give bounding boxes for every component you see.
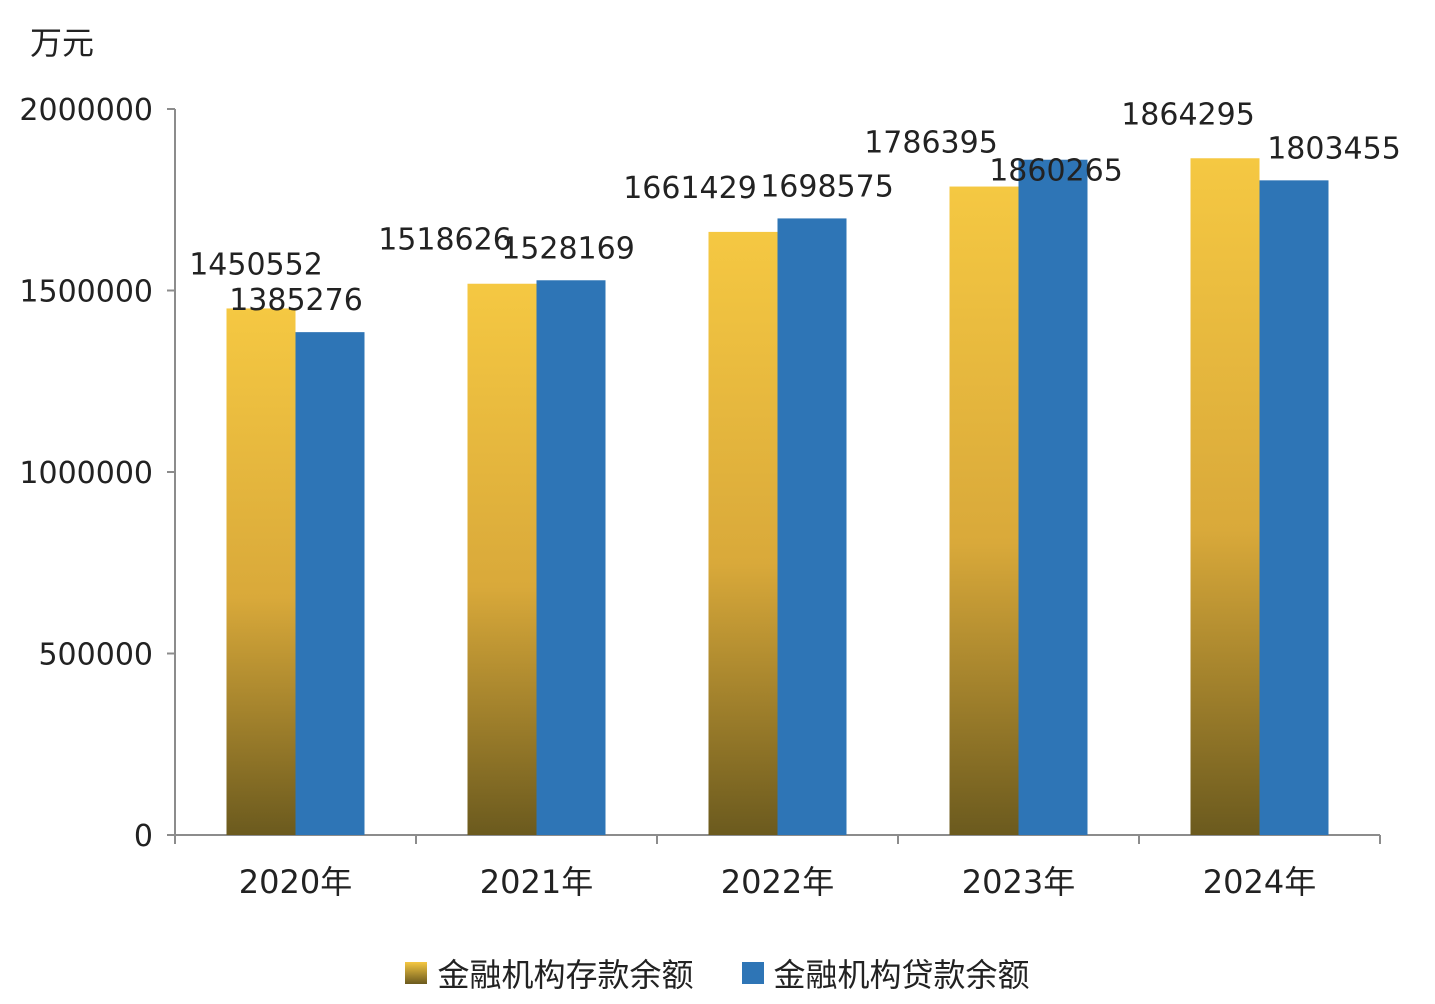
bar-chart: 0 500000 1000000 1500000 2000000 2020年 2021年 20… [19, 93, 1401, 901]
x-tick-label: 2020年 [239, 863, 352, 901]
legend-label-loan: 金融机构贷款余额 [773, 956, 1030, 994]
data-label-deposit: 1518626 [378, 223, 512, 258]
data-label-deposit: 1786395 [864, 126, 998, 161]
y-tick-label: 0 [134, 819, 153, 854]
bar-deposit [1190, 158, 1260, 835]
bar-deposit [467, 283, 537, 835]
legend-swatch-loan [741, 962, 764, 984]
bar-loan [295, 332, 365, 835]
x-tick-label: 2023年 [962, 863, 1075, 901]
bar-loan [777, 218, 847, 835]
data-label-loan: 1528169 [501, 231, 635, 266]
axes: 0 500000 1000000 1500000 2000000 2020年 2021年 20… [19, 93, 1381, 901]
bar-deposit [226, 308, 296, 836]
y-tick-label: 2000000 [19, 93, 153, 128]
y-tick-label: 1000000 [19, 456, 153, 491]
legend-label-deposit: 金融机构存款余额 [437, 956, 694, 994]
bar-deposit [708, 231, 778, 836]
bar-deposit [949, 186, 1019, 835]
data-label-loan: 1385276 [229, 283, 363, 318]
data-label-deposit: 1864295 [1121, 97, 1255, 132]
y-axis-unit: 万元 [30, 24, 95, 62]
y-tick-label: 1500000 [19, 275, 153, 310]
legend: 金融机构存款余额 金融机构贷款余额 [0, 950, 1435, 996]
x-tick-label: 2022年 [721, 863, 834, 901]
data-label-deposit: 1661429 [623, 171, 757, 206]
legend-item-deposit: 金融机构存款余额 [405, 950, 694, 996]
legend-swatch-deposit [405, 962, 428, 984]
data-label-loan: 1698575 [760, 169, 894, 204]
data-label-deposit: 1450552 [189, 247, 323, 282]
x-tick-label: 2024年 [1203, 863, 1316, 901]
bars [226, 158, 1329, 836]
bar-loan [536, 280, 606, 835]
data-label-loan: 1803455 [1267, 131, 1401, 166]
y-tick-label: 500000 [38, 638, 153, 673]
x-tick-label: 2021年 [480, 863, 593, 901]
bar-loan [1259, 180, 1329, 836]
data-label-loan: 1860265 [989, 154, 1123, 189]
bar-loan [1018, 159, 1088, 835]
legend-item-loan: 金融机构贷款余额 [741, 950, 1030, 996]
